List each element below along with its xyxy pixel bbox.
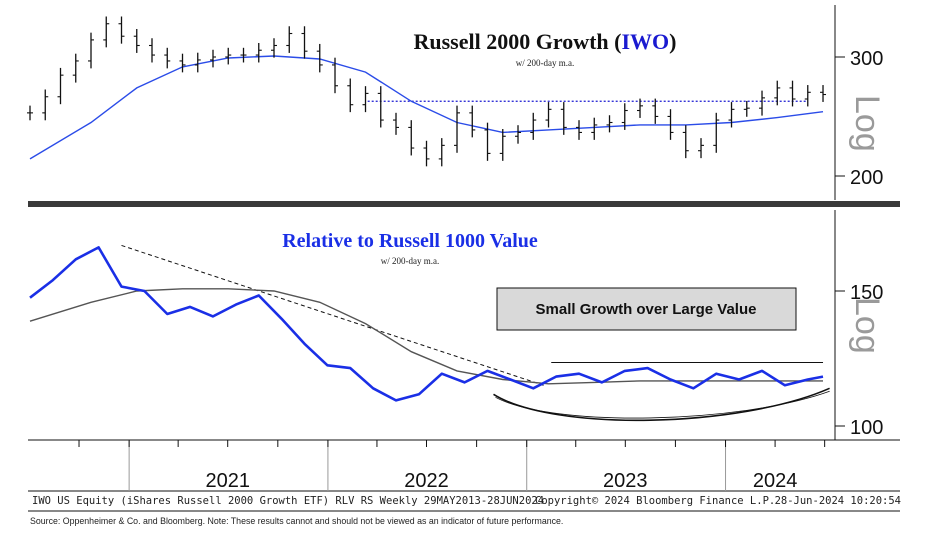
price-bar <box>591 117 598 140</box>
price-bar <box>347 78 354 113</box>
relative-200d-ma-line <box>29 288 823 385</box>
price-bar <box>530 112 537 140</box>
price-bar <box>408 120 415 156</box>
price-bar <box>637 98 644 118</box>
annotation-box-text: Small Growth over Large Value <box>536 301 757 318</box>
price-bar <box>255 42 262 63</box>
price-bar <box>133 28 140 53</box>
price-bar <box>484 122 491 161</box>
price-bar <box>57 67 64 105</box>
iwo-price-bars <box>27 16 827 167</box>
footer-copyright: Copyright© 2024 Bloomberg Finance L.P. <box>535 495 776 507</box>
price-bar <box>316 43 323 73</box>
bottom-chart-title: Relative to Russell 1000 Value <box>282 230 538 252</box>
price-bar <box>42 89 49 121</box>
top-ytick-label: 200 <box>850 167 883 189</box>
price-bar <box>789 80 796 107</box>
x-tick-label: 2021 <box>205 470 250 492</box>
price-bar <box>72 53 79 83</box>
price-bar <box>301 26 308 59</box>
price-bar <box>728 102 735 128</box>
price-bar <box>88 32 95 69</box>
price-bar <box>682 125 689 159</box>
price-bar <box>545 102 552 128</box>
price-bar <box>667 109 674 140</box>
price-bar <box>332 57 339 94</box>
price-bar <box>179 53 186 73</box>
bottom-ytick-label: 150 <box>850 282 883 304</box>
source-note: Source: Oppenheimer & Co. and Bloomberg.… <box>30 516 564 526</box>
price-bar <box>164 47 171 69</box>
top-ytick-label: 300 <box>850 48 883 70</box>
top-axis-label: Log <box>848 95 886 152</box>
price-bar <box>621 103 628 130</box>
price-bar <box>606 115 613 133</box>
price-bar <box>576 120 583 140</box>
price-bar <box>377 86 384 128</box>
relative-strength-line <box>29 246 824 402</box>
price-bar <box>759 90 766 116</box>
top-chart-subtitle: w/ 200-day m.a. <box>516 58 575 68</box>
price-bar <box>469 105 476 138</box>
price-bar <box>652 98 659 124</box>
footer-security: IWO US Equity (iShares Russell 2000 Grow… <box>32 495 545 507</box>
price-bar <box>698 138 705 159</box>
title-close: ) <box>669 29 676 54</box>
x-tick-label: 2024 <box>753 470 798 492</box>
price-bar <box>286 26 293 53</box>
price-bar <box>743 100 750 117</box>
x-tick-label: 2022 <box>404 470 449 492</box>
downtrend-dashed-line <box>121 244 544 386</box>
price-bar <box>27 105 33 121</box>
price-bar <box>240 47 247 63</box>
iwo-200d-ma-line <box>29 55 824 160</box>
price-bar <box>118 16 125 44</box>
panel-divider <box>28 201 900 207</box>
price-bar <box>560 102 567 135</box>
bottom-chart-subtitle: w/ 200-day m.a. <box>381 256 440 266</box>
price-bar <box>362 86 369 113</box>
price-bar <box>774 80 781 106</box>
base-arc-inner <box>495 390 830 419</box>
price-bar <box>820 85 827 102</box>
footer-bar: IWO US Equity (iShares Russell 2000 Grow… <box>0 491 937 511</box>
price-bar <box>713 112 720 153</box>
bottom-axis-label: Log <box>848 297 886 354</box>
title-text: Russell 2000 Growth ( <box>413 29 621 54</box>
price-bar <box>393 112 400 135</box>
bottom-ytick-label: 100 <box>850 417 883 439</box>
price-bar <box>454 105 461 153</box>
price-bar <box>499 129 506 161</box>
top-chart-title: Russell 2000 Growth (IWO) <box>413 29 676 54</box>
price-bar <box>149 38 156 63</box>
title-ticker: IWO <box>621 29 669 54</box>
annotation-box <box>496 287 797 331</box>
price-bar <box>271 38 278 58</box>
footer-timestamp: 28-Jun-2024 10:20:54 <box>774 495 901 507</box>
price-bar <box>225 47 232 65</box>
price-bar <box>515 125 522 144</box>
price-bar <box>194 52 201 73</box>
price-bar <box>438 138 445 167</box>
price-bar <box>804 85 811 107</box>
price-bar <box>103 16 110 48</box>
base-arc <box>493 387 830 422</box>
price-bar <box>210 49 217 68</box>
x-tick-label: 2023 <box>603 470 648 492</box>
price-bar <box>423 140 430 167</box>
